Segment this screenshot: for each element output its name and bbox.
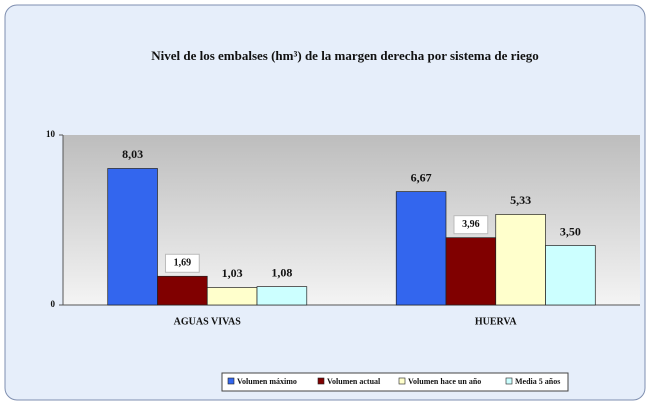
bar xyxy=(545,245,596,306)
x-tick-label: HUERVA xyxy=(475,316,517,327)
value-label: 8,03 xyxy=(122,147,143,161)
chart-title: Nivel de los embalses (hm³) de la margen… xyxy=(151,48,539,63)
value-label: 1,03 xyxy=(222,266,243,280)
value-label: 3,50 xyxy=(560,224,581,238)
bar xyxy=(107,168,158,306)
legend-label: Media 5 años xyxy=(515,377,560,386)
legend-swatch xyxy=(227,377,235,385)
value-label: 6,67 xyxy=(411,170,432,184)
legend-swatch xyxy=(505,377,513,385)
legend-swatch xyxy=(317,377,325,385)
value-label: 1,69 xyxy=(174,258,192,269)
legend-label: Volumen hace un año xyxy=(408,377,481,386)
bar xyxy=(256,286,308,306)
value-label-box xyxy=(164,253,200,273)
bar xyxy=(395,191,447,306)
value-label: 3,96 xyxy=(462,219,480,230)
legend-swatch xyxy=(398,377,406,385)
bar xyxy=(445,237,497,306)
legend-label: Volumen actual xyxy=(327,377,381,386)
bar xyxy=(157,275,208,306)
value-label: 1,08 xyxy=(271,265,292,279)
value-label-box xyxy=(453,215,489,235)
y-tick-label: 10 xyxy=(46,129,56,139)
value-label: 5,33 xyxy=(510,193,531,207)
bar xyxy=(495,214,546,306)
legend-label: Volumen máximo xyxy=(237,377,297,386)
x-tick-label: AGUAS VIVAS xyxy=(174,316,242,327)
legend xyxy=(221,372,569,392)
y-tick-label: 0 xyxy=(51,299,56,309)
bar xyxy=(206,287,258,306)
